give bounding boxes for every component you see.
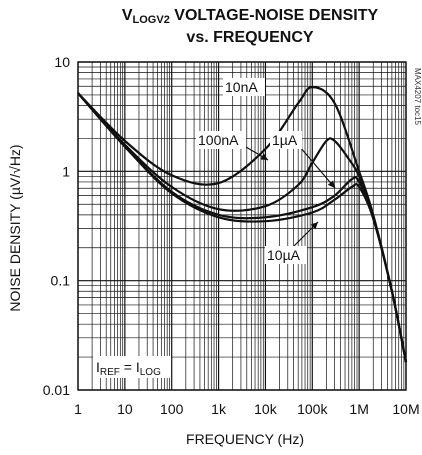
arrow-1uA-head <box>327 180 335 188</box>
y-tick-label: 10 <box>54 54 70 70</box>
x-tick-label: 10k <box>254 401 278 417</box>
watermark: MAX4207 toc15 <box>413 68 422 125</box>
arrow-1uA <box>299 146 336 189</box>
chart-subtitle: vs. FREQUENCY <box>186 29 313 46</box>
x-tick-label: 1k <box>211 401 227 417</box>
y-tick-labels: 10 1 0.1 0.01 <box>43 54 70 398</box>
x-tick-label: 100 <box>160 401 184 417</box>
x-tick-label: 1M <box>349 401 368 417</box>
label-arrows <box>245 146 336 249</box>
x-tick-label: 100k <box>297 401 328 417</box>
plot-frame <box>77 61 407 391</box>
label-100nA: 100nA <box>198 132 239 148</box>
iref-ilog-annotation: IREF = ILOG <box>96 359 161 378</box>
label-10nA: 10nA <box>225 79 258 95</box>
x-axis-label: FREQUENCY (Hz) <box>186 431 304 447</box>
arrow-10uA-head <box>310 222 318 230</box>
y-tick-label: 0.01 <box>43 382 70 398</box>
label-10uA: 10µA <box>267 247 301 263</box>
y-tick-label: 0.1 <box>51 273 71 289</box>
label-1uA: 1µA <box>272 132 298 148</box>
x-tick-label: 1 <box>74 401 82 417</box>
x-tick-labels: 1 10 100 1k 10k 100k 1M 10M <box>74 401 420 417</box>
x-tick-label: 10 <box>117 401 133 417</box>
series-curves <box>77 86 408 363</box>
chart-title: VLOGV2 VOLTAGE-NOISE DENSITY <box>122 7 379 26</box>
y-tick-label: 1 <box>62 163 70 179</box>
series-line-4 <box>77 92 408 363</box>
x-tick-label: 10M <box>392 401 419 417</box>
arrow-100nA-head <box>260 153 268 160</box>
y-axis-label: NOISE DENSITY (µV/√Hz) <box>7 144 23 311</box>
grid-minor <box>78 62 406 390</box>
